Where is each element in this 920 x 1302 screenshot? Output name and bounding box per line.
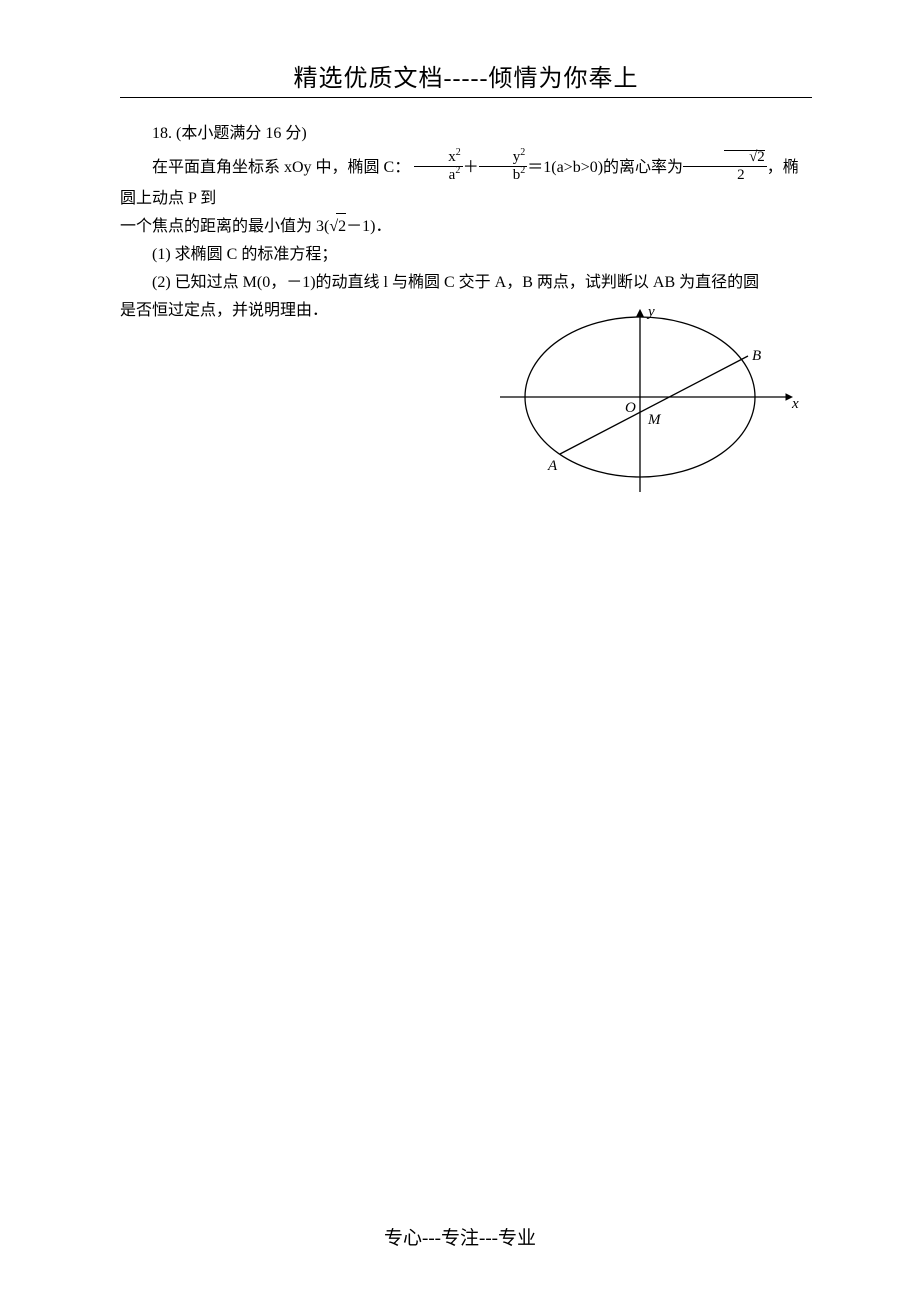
problem-heading: 18. (本小题满分 16 分) (120, 120, 812, 148)
question-2-line1: (2) 已知过点 M(0，－1)的动直线 l 与椭圆 C 交于 A，B 两点，试… (120, 269, 812, 297)
chord-ab (560, 356, 748, 454)
problem-statement-line1: 在平面直角坐标系 xOy 中，椭圆 C： x2 a2 ＋ y2 b2 ＝1(a>… (120, 152, 812, 213)
frac3-den: 2 (683, 167, 767, 183)
fraction-sqrt2-2: √2 2 (683, 150, 767, 183)
label-A: A (547, 458, 558, 474)
stmt-1b: ＝1(a>b>0)的离心率为 (527, 159, 683, 176)
page-header: 精选优质文档-----倾情为你奉上 (120, 58, 812, 93)
label-x: x (791, 396, 799, 412)
problem-statement-line2: 一个焦点的距离的最小值为 3(√2－1)． (120, 213, 812, 241)
problem-number: 18. (152, 125, 172, 142)
header-rule (120, 97, 812, 98)
label-B: B (752, 348, 761, 364)
page: 精选优质文档-----倾情为你奉上 18. (本小题满分 16 分) 在平面直角… (0, 0, 920, 1302)
fraction-y2-b2: y2 b2 (479, 150, 528, 183)
label-M: M (647, 412, 662, 428)
sqrt-val: 2 (338, 218, 346, 235)
label-O: O (625, 400, 636, 416)
problem-block: 18. (本小题满分 16 分) 在平面直角坐标系 xOy 中，椭圆 C： x2… (120, 120, 812, 325)
ellipse-figure: y x O M A B (500, 302, 800, 512)
ellipse-svg: y x O M A B (500, 302, 800, 512)
question-1: (1) 求椭圆 C 的标准方程； (120, 241, 812, 269)
sqrt-2: √2 (329, 213, 346, 241)
plus-sign: ＋ (463, 159, 479, 176)
fraction-x2-a2: x2 a2 (414, 150, 463, 183)
stmt-2a: 一个焦点的距离的最小值为 3( (120, 218, 329, 235)
problem-points: (本小题满分 16 分) (176, 125, 307, 142)
stmt-2b: －1)． (346, 218, 391, 235)
frac3-num: 2 (757, 149, 765, 165)
label-y: y (646, 304, 655, 320)
frac1-num: x (448, 149, 456, 165)
stmt-1a: 在平面直角坐标系 xOy 中，椭圆 C： (152, 159, 410, 176)
page-footer: 专心---专注---专业 (0, 1223, 920, 1250)
